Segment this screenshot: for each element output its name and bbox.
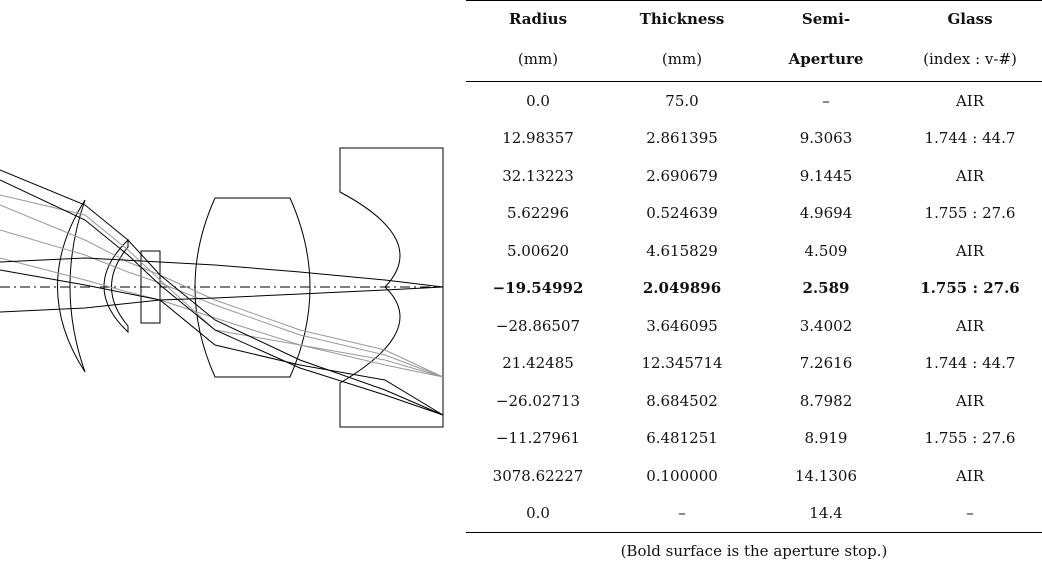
table-cell: 0.100000: [610, 457, 754, 495]
header-cell: Radius: [466, 1, 610, 38]
table-cell: 12.345714: [610, 345, 754, 383]
table-cell: 14.1306: [754, 457, 898, 495]
rays-black: [0, 170, 443, 415]
table-cell: 1.755 : 27.6: [898, 420, 1042, 458]
table-cell: 1.755 : 27.6: [898, 195, 1042, 233]
header-cell: Thickness: [610, 1, 754, 38]
header-cell: (mm): [610, 37, 754, 82]
table-cell: −28.86507: [466, 307, 610, 345]
table-cell: 2.589: [754, 270, 898, 308]
header-row: (mm)(mm)Aperture(index : v-#): [466, 37, 1042, 82]
table-cell: 1.744 : 44.7: [898, 120, 1042, 158]
table-cell: AIR: [898, 157, 1042, 195]
table-cell: AIR: [898, 82, 1042, 120]
header-cell: Aperture: [754, 37, 898, 82]
header-cell: Semi-: [754, 1, 898, 38]
table-cell: 7.2616: [754, 345, 898, 383]
table-cell: −11.27961: [466, 420, 610, 458]
table-cell: 1.755 : 27.6: [898, 270, 1042, 308]
table-cell: 32.13223: [466, 157, 610, 195]
table-cell: 3.4002: [754, 307, 898, 345]
table-cell: 9.1445: [754, 157, 898, 195]
table-cell: 0.0: [466, 495, 610, 533]
table-cell: 0.0: [466, 82, 610, 120]
table-cell: 3.646095: [610, 307, 754, 345]
header-cell: (mm): [466, 37, 610, 82]
table-cell: 4.9694: [754, 195, 898, 233]
table-cell: 2.690679: [610, 157, 754, 195]
table-cell: −26.02713: [466, 382, 610, 420]
lens-element: [195, 198, 310, 377]
table-cell: –: [754, 82, 898, 120]
table-cell: 3078.62227: [466, 457, 610, 495]
caption: (Bold surface is the aperture stop.): [466, 542, 1042, 560]
page: RadiusThicknessSemi-Glass(mm)(mm)Apertur…: [0, 0, 1042, 570]
rays-gray: [0, 195, 443, 377]
table-cell: 6.481251: [610, 420, 754, 458]
table-cell: 4.615829: [610, 232, 754, 270]
table-cell: 4.509: [754, 232, 898, 270]
lens-element: [58, 200, 86, 372]
table-cell: AIR: [898, 307, 1042, 345]
table-cell: 8.684502: [610, 382, 754, 420]
table-cell: 14.4: [754, 495, 898, 533]
table-row: 0.0–14.4–: [466, 495, 1042, 533]
table-cell: 12.98357: [466, 120, 610, 158]
header-cell: Glass: [898, 1, 1042, 38]
table-cell: 8.7982: [754, 382, 898, 420]
table-cell: 8.919: [754, 420, 898, 458]
table-cell: AIR: [898, 382, 1042, 420]
table-cell: –: [610, 495, 754, 533]
header-cell: (index : v-#): [898, 37, 1042, 82]
table-cell: 9.3063: [754, 120, 898, 158]
table-cell: 0.524639: [610, 195, 754, 233]
table-cell: −19.54992: [466, 270, 610, 308]
table-cell: AIR: [898, 457, 1042, 495]
table-cell: 2.049896: [610, 270, 754, 308]
table-cell: 75.0: [610, 82, 754, 120]
table-cell: AIR: [898, 232, 1042, 270]
table-cell: 5.00620: [466, 232, 610, 270]
lens-diagram: [0, 0, 450, 570]
table-cell: 1.744 : 44.7: [898, 345, 1042, 383]
table-cell: –: [898, 495, 1042, 533]
table-cell: 5.62296: [466, 195, 610, 233]
table-cell: 21.42485: [466, 345, 610, 383]
table-cell: 2.861395: [610, 120, 754, 158]
